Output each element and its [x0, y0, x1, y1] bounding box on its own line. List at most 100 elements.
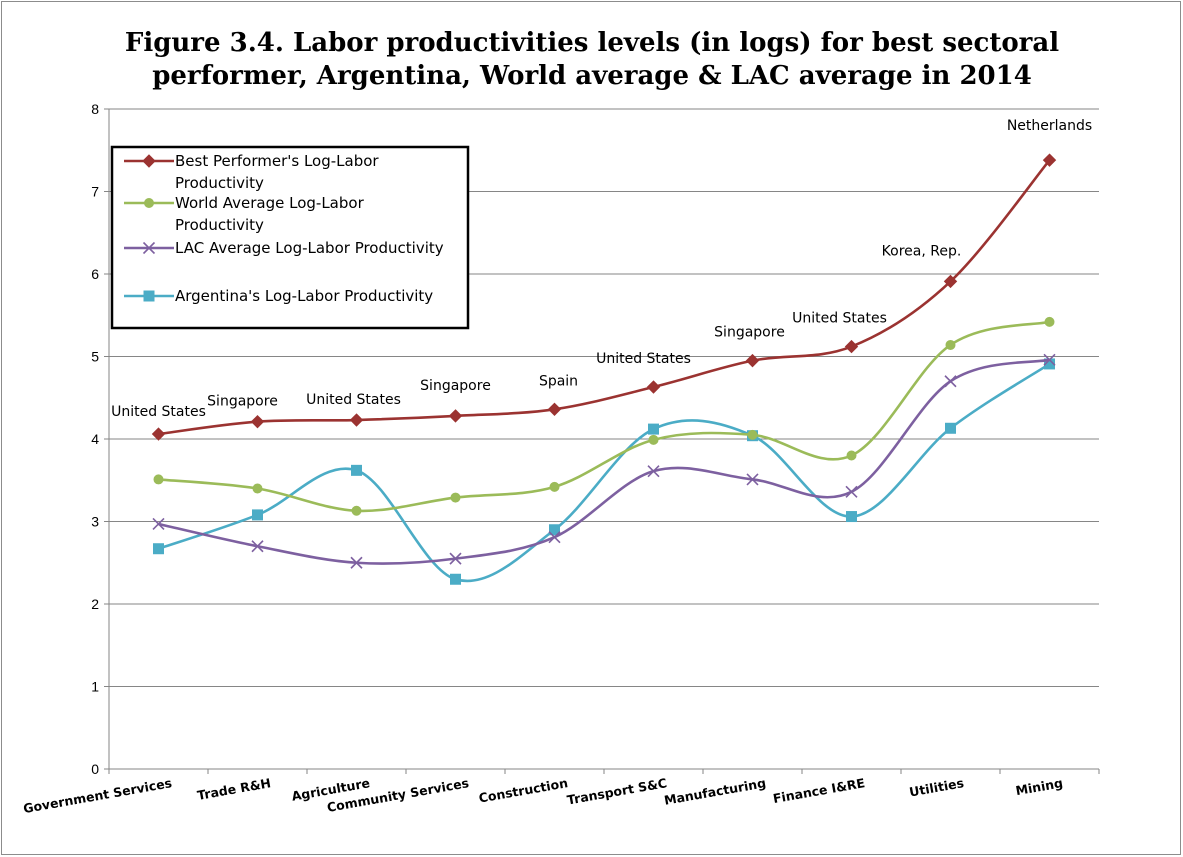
marker-stroke — [944, 375, 957, 388]
data-point — [945, 422, 956, 434]
data-point — [943, 274, 958, 289]
data-point — [548, 531, 561, 544]
x-tick-label: Government Services — [22, 775, 173, 816]
x-tick-label: Transport S&C — [566, 775, 668, 807]
annotation-label: Netherlands — [1007, 118, 1092, 134]
data-point — [152, 517, 165, 531]
data-point — [745, 353, 760, 368]
legend-swatch-marker — [143, 290, 155, 302]
data-point — [1042, 153, 1057, 167]
legend: Best Performer's Log-LaborProductivityWo… — [110, 145, 470, 330]
legend-entry-0: Best Performer's Log-Labor Productivity — [124, 152, 379, 192]
data-point — [648, 423, 659, 435]
y-tick-label: 8 — [91, 101, 99, 117]
chart-title-line-1: Figure 3.4. Labor productivities levels … — [125, 28, 1059, 58]
y-tick-label: 3 — [91, 514, 99, 530]
series-0 — [151, 153, 1057, 441]
legend-swatch-marker — [142, 154, 156, 168]
series-3 — [153, 358, 1055, 585]
annotation-label: United States — [306, 392, 401, 408]
marker-stroke — [647, 465, 660, 478]
y-tick-label: 4 — [91, 431, 99, 447]
annotation-label: Korea, Rep. — [882, 243, 962, 259]
series-line — [158, 159, 1051, 436]
legend-label: Best Performer's Log-Labor — [175, 152, 379, 170]
y-tick-label: 1 — [91, 679, 99, 695]
data-point — [350, 556, 363, 569]
annotation-label: United States — [596, 351, 691, 367]
x-tick-label: Finance I&RE — [772, 775, 866, 806]
legend-box — [110, 145, 470, 330]
legend-label: Productivity — [175, 216, 264, 234]
data-point — [153, 474, 164, 485]
data-point — [846, 511, 857, 523]
legend-entry-1: World Average Log-Labor Productivity — [124, 194, 365, 234]
data-point — [547, 402, 562, 417]
data-point — [646, 380, 661, 394]
legend-swatch-marker — [142, 241, 156, 255]
series-line — [158, 320, 1050, 513]
marker-stroke — [142, 241, 156, 255]
data-point — [351, 464, 362, 476]
data-point — [151, 427, 166, 441]
series-line — [158, 362, 1051, 583]
x-tick-label: Manufacturing — [663, 775, 767, 808]
y-tick-label: 5 — [91, 349, 99, 365]
data-point — [648, 434, 659, 445]
y-tick-label: 6 — [91, 266, 99, 282]
annotation-label: Singapore — [420, 378, 491, 394]
annotation-label: Singapore — [207, 394, 278, 410]
chart-title: Figure 3.4. Labor productivities levels … — [125, 28, 1059, 91]
x-tick-label: Construction — [477, 775, 569, 805]
data-point — [944, 375, 957, 388]
data-point — [746, 473, 759, 486]
data-point — [549, 481, 560, 492]
data-point — [252, 509, 263, 521]
marker-stroke — [350, 556, 363, 569]
x-tick-label: Utilities — [908, 775, 965, 799]
annotation-label: United States — [111, 404, 206, 420]
marker-stroke — [1043, 353, 1056, 366]
marker-stroke — [251, 540, 264, 553]
data-point — [349, 413, 364, 427]
data-point — [450, 492, 461, 503]
marker-stroke — [746, 473, 759, 486]
marker-stroke — [449, 552, 462, 565]
data-point — [945, 339, 956, 350]
data-point — [252, 483, 263, 494]
data-point — [153, 543, 164, 555]
data-point — [1043, 353, 1056, 366]
legend-swatch-marker — [144, 198, 154, 208]
legend-label: Productivity — [175, 174, 264, 192]
data-point — [251, 540, 264, 553]
annotation-label: Spain — [539, 373, 578, 389]
marker-stroke — [845, 485, 858, 498]
x-tick-label: Trade R&H — [196, 775, 272, 803]
data-point — [647, 465, 660, 478]
y-tick-label: 7 — [91, 184, 99, 200]
data-point — [747, 429, 758, 440]
annotation-label: United States — [792, 311, 887, 327]
series-line — [158, 358, 1050, 565]
data-point — [448, 409, 463, 423]
legend-entry-2: LAC Average Log-Labor Productivity — [124, 239, 444, 257]
data-point — [549, 524, 560, 536]
series-2 — [152, 353, 1056, 569]
data-point — [250, 414, 265, 429]
legend-label: Argentina's Log-Labor Productivity — [175, 287, 433, 305]
legend-entry-3: Argentina's Log-Labor Productivity — [124, 287, 433, 305]
y-tick-label: 2 — [91, 596, 99, 612]
data-point — [844, 339, 859, 354]
series-lines — [151, 153, 1057, 585]
data-point — [1044, 316, 1055, 327]
data-point — [846, 450, 857, 461]
legend-label: LAC Average Log-Labor Productivity — [175, 239, 444, 257]
marker-stroke — [548, 531, 561, 544]
data-point — [449, 552, 462, 565]
data-point — [351, 505, 362, 516]
series-1 — [153, 316, 1055, 516]
y-tick-label: 0 — [91, 761, 99, 777]
data-point — [450, 573, 461, 585]
